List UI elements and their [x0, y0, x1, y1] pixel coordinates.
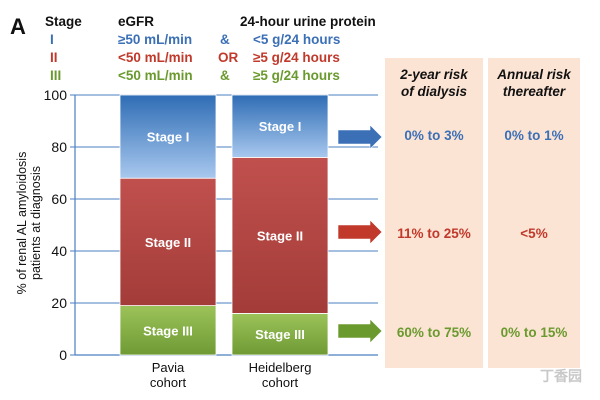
- legend-stage-label: I: [50, 32, 54, 47]
- bar-segment-label: Stage I: [259, 119, 302, 134]
- bar-segment-label: Stage III: [143, 323, 193, 338]
- dialysis-risk-stage-iii: 60% to 75%: [396, 325, 472, 340]
- annual-risk-panel: [488, 58, 580, 368]
- legend-protein-value: ≥5 g/24 hours: [253, 50, 340, 65]
- y-tick-label: 20: [51, 295, 67, 311]
- watermark-logo: 丁香园: [540, 368, 582, 384]
- legend-stage-label: II: [50, 50, 58, 65]
- bar-segment-stage-ii: [231, 156, 329, 314]
- annual-risk-title: Annual risk thereafter: [484, 66, 584, 100]
- dialysis-risk-stage-i: 0% to 3%: [404, 128, 464, 143]
- legend-row-stage-i: I ≥50 mL/min & <5 g/24 hours: [0, 32, 600, 50]
- legend-row-stage-ii: II <50 mL/min OR ≥5 g/24 hours: [0, 50, 600, 68]
- x-category-label: Pavia: [152, 360, 185, 375]
- right-arrow-icon: [337, 219, 383, 245]
- legend-egfr-value: ≥50 mL/min: [118, 32, 193, 47]
- right-arrow-icon: [337, 318, 383, 344]
- legend-row-stage-iii: III <50 mL/min & ≥5 g/24 hours: [0, 68, 600, 86]
- legend-protein-value: ≥5 g/24 hours: [253, 68, 340, 83]
- right-arrow-icon: [337, 124, 383, 150]
- legend-operator: &: [220, 32, 230, 47]
- legend-header-protein: 24-hour urine protein: [240, 14, 376, 29]
- bar-segment-label: Stage II: [257, 228, 303, 243]
- y-tick-label: 40: [51, 243, 67, 259]
- bar-segment-stage-i: [119, 94, 217, 179]
- y-tick-label: 60: [51, 191, 67, 207]
- annual-risk-stage-ii: <5%: [520, 226, 548, 241]
- panel-label: A: [10, 14, 26, 39]
- dialysis-risk-panel: [385, 58, 483, 368]
- legend-operator: OR: [218, 50, 239, 65]
- legend-egfr-value: <50 mL/min: [118, 50, 193, 65]
- annual-risk-stage-iii: 0% to 15%: [500, 325, 568, 340]
- annual-risk-title-line1: Annual risk: [497, 67, 571, 82]
- annual-risk-stage-i: 0% to 1%: [504, 128, 564, 143]
- x-category-label: cohort: [150, 375, 187, 390]
- bar-segment-stage-i: [231, 94, 329, 158]
- legend-header-stage: Stage: [45, 14, 82, 29]
- bar-segment-stage-iii: [119, 305, 217, 356]
- dialysis-risk-title-line1: 2-year risk: [400, 67, 468, 82]
- annual-risk-title-line2: thereafter: [502, 84, 566, 99]
- legend-egfr-value: <50 mL/min: [118, 68, 193, 83]
- y-tick-label: 80: [51, 139, 67, 155]
- bar-segment-label: Stage II: [145, 235, 191, 250]
- dialysis-risk-title-line2: of dialysis: [400, 84, 468, 99]
- x-category-label: cohort: [262, 375, 299, 390]
- dialysis-risk-stage-ii: 11% to 25%: [397, 226, 471, 241]
- legend-header-egfr: eGFR: [118, 14, 155, 29]
- legend-stage-label: III: [50, 68, 62, 83]
- bar-segment-stage-ii: [119, 177, 217, 306]
- legend-protein-value: <5 g/24 hours: [253, 32, 341, 47]
- bar-segment-label: Stage I: [147, 130, 190, 145]
- dialysis-risk-title: 2-year risk of dialysis: [384, 66, 484, 100]
- y-tick-label: 100: [44, 87, 68, 103]
- bar-segment-label: Stage III: [255, 327, 305, 342]
- x-category-label: Heidelberg: [249, 360, 312, 375]
- y-tick-label: 0: [59, 347, 67, 363]
- legend-operator: &: [220, 68, 230, 83]
